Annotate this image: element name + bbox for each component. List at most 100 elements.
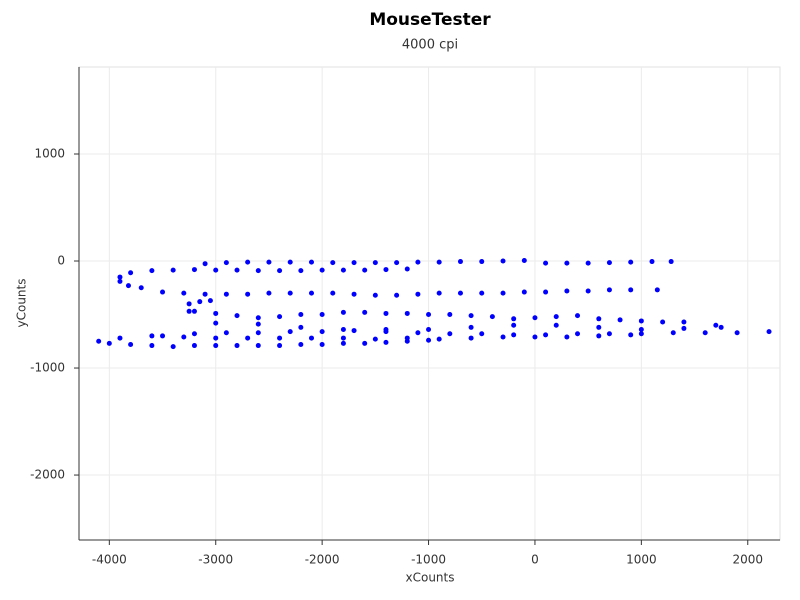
point (117, 278, 123, 284)
point (383, 310, 389, 316)
point (298, 341, 304, 347)
point (585, 288, 591, 294)
x-tick-label: -4000 (92, 553, 127, 567)
point (457, 290, 463, 296)
point (277, 335, 283, 341)
point (660, 319, 666, 325)
x-tick-label: 1000 (626, 553, 657, 567)
point (383, 339, 389, 345)
point (447, 331, 453, 337)
point (654, 287, 660, 293)
point (596, 316, 602, 322)
point (319, 267, 325, 273)
point (468, 313, 474, 319)
point (128, 341, 134, 347)
point (170, 267, 176, 273)
point (213, 310, 219, 316)
plot-area (78, 66, 781, 541)
point (489, 314, 495, 320)
point (207, 298, 213, 304)
point (511, 322, 517, 328)
x-tick-label: -2000 (305, 553, 340, 567)
point (245, 259, 251, 265)
y-tick-label: -1000 (30, 361, 65, 375)
y-tick-label: 0 (57, 254, 65, 268)
point (415, 259, 421, 265)
point (287, 259, 293, 265)
point (415, 330, 421, 336)
point (340, 340, 346, 346)
point (277, 343, 283, 349)
point (319, 341, 325, 347)
x-tick-label: 0 (531, 553, 539, 567)
point (266, 290, 272, 296)
point (149, 343, 155, 349)
point (372, 336, 378, 342)
point (766, 329, 772, 335)
point (234, 343, 240, 349)
point (277, 268, 283, 274)
point (191, 308, 197, 314)
point (575, 313, 581, 319)
point (245, 291, 251, 297)
y-tick-label: -2000 (30, 468, 65, 482)
point (149, 333, 155, 339)
chart-subtitle: 4000 cpi (402, 38, 458, 53)
point (628, 332, 634, 338)
point (500, 258, 506, 264)
point (351, 328, 357, 334)
point (319, 329, 325, 335)
point (649, 259, 655, 265)
point (521, 289, 527, 295)
point (638, 327, 644, 333)
point (564, 260, 570, 266)
point (426, 327, 432, 333)
point (617, 317, 623, 323)
point (287, 290, 293, 296)
point (340, 327, 346, 333)
point (532, 334, 538, 340)
point (319, 312, 325, 318)
point (564, 288, 570, 294)
point (426, 312, 432, 318)
point (160, 333, 166, 339)
point (277, 314, 283, 320)
point (521, 257, 527, 263)
point (340, 335, 346, 341)
point (479, 290, 485, 296)
point (383, 267, 389, 273)
point (330, 260, 336, 266)
point (117, 274, 123, 280)
point (436, 336, 442, 342)
point (106, 340, 112, 346)
point (713, 322, 719, 328)
point (511, 316, 517, 322)
point (197, 299, 203, 305)
point (340, 309, 346, 315)
point (468, 324, 474, 330)
point (606, 287, 612, 293)
point (308, 290, 314, 296)
point (668, 259, 674, 265)
point (213, 267, 219, 273)
x-tick-label: -3000 (198, 553, 233, 567)
point (202, 291, 208, 297)
point (702, 330, 708, 336)
point (308, 259, 314, 265)
point (638, 331, 644, 337)
point (234, 313, 240, 319)
chart-title: MouseTester (369, 10, 491, 30)
point (596, 324, 602, 330)
point (186, 301, 192, 307)
point (186, 308, 192, 314)
point (415, 291, 421, 297)
point (191, 267, 197, 273)
point (255, 321, 261, 327)
point (511, 332, 517, 338)
point (638, 318, 644, 324)
point (734, 330, 740, 336)
point (670, 330, 676, 336)
point (287, 329, 293, 335)
